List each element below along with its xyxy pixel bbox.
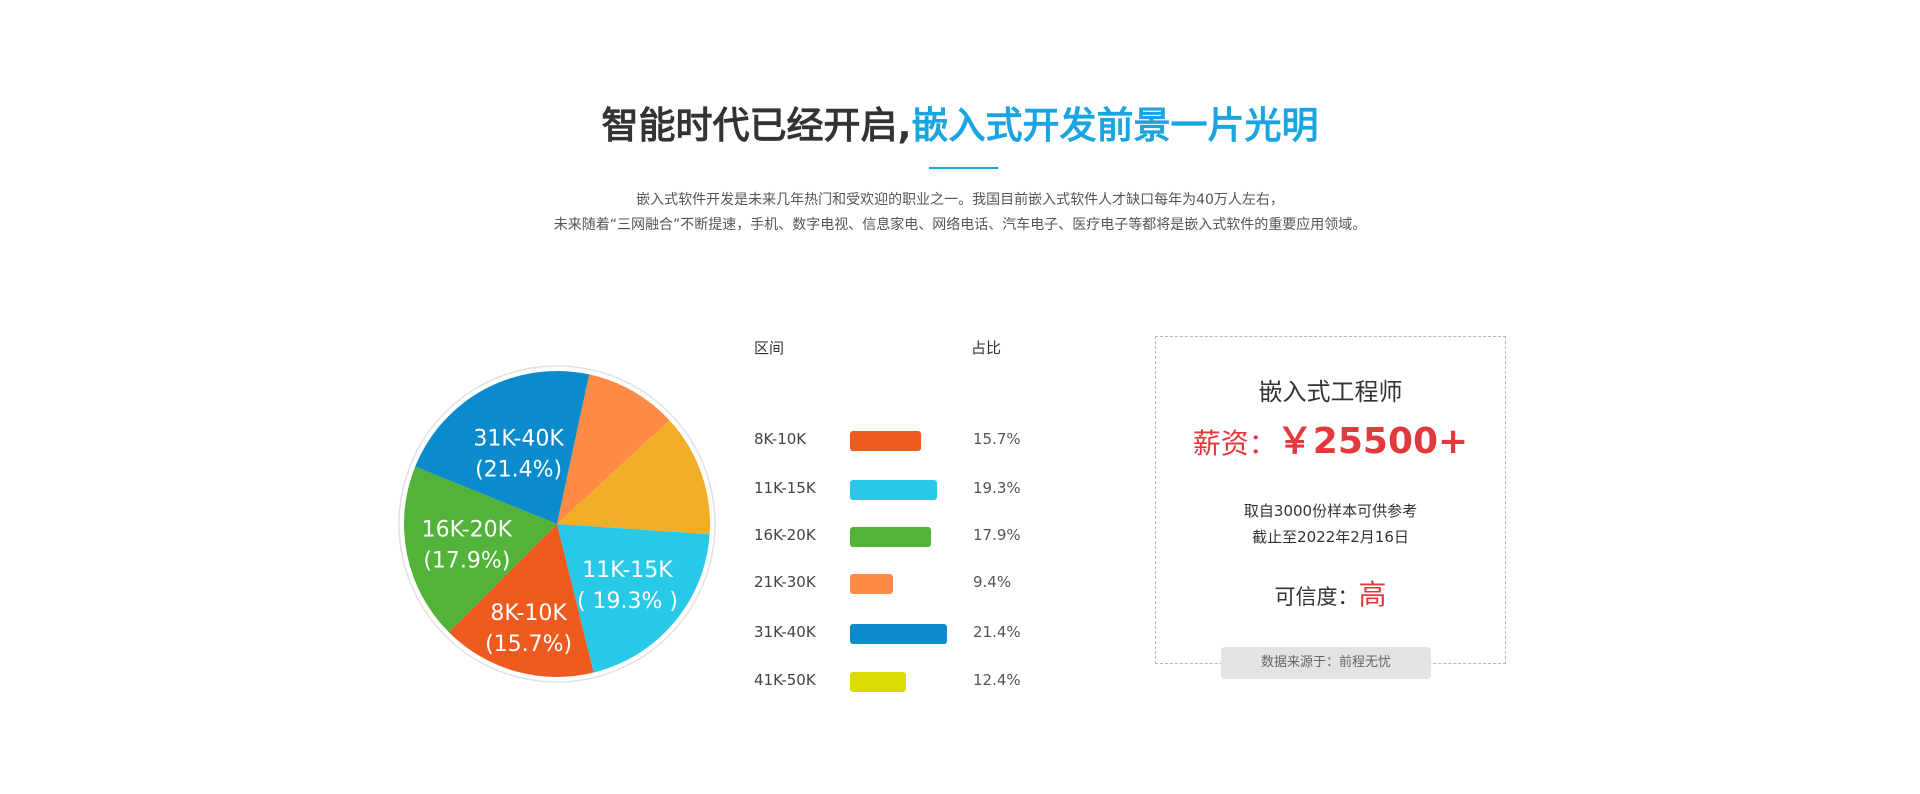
title-underline	[929, 167, 998, 169]
description-line-1: 嵌入式软件开发是未来几年热门和受欢迎的职业之一。我国目前嵌入式软件人才缺口每年为…	[636, 192, 1284, 208]
legend-color-bar	[850, 527, 931, 547]
salary-line: 薪资：￥25500+	[1155, 412, 1506, 464]
description-line-2: 未来随着“三网融合”不断提速，手机、数字电视、信息家电、网络电话、汽车电子、医疗…	[553, 217, 1367, 233]
legend-range-label: 31K-40K	[754, 623, 816, 641]
page-title: 智能时代已经开启,嵌入式开发前景一片光明	[0, 104, 1920, 148]
pie-slice-31K-40K	[415, 371, 590, 524]
legend-color-bar	[850, 431, 921, 451]
legend-range-label: 16K-20K	[754, 526, 816, 544]
salary-pie-chart: 8K-10K (15.7%) 11K-15K ( 19.3% ) 16K-20K (17.…	[398, 365, 716, 683]
pie-label-16K-20K-range: 16K-20K	[422, 517, 513, 542]
credibility-label: 可信度：	[1274, 585, 1359, 609]
pie-label-8K-10K-pct: (15.7%)	[485, 632, 572, 657]
sample-note: 取自3000份样本可供参考	[1243, 502, 1418, 520]
pie-slice-8K-10K	[448, 524, 594, 677]
legend-percentage: 21.4%	[973, 623, 1021, 641]
legend-percentage: 19.3%	[973, 479, 1021, 497]
pie-label-11K-15K-pct: ( 19.3% )	[577, 589, 678, 614]
pie-label-8K-10K-range: 8K-10K	[490, 601, 567, 626]
legend-color-bar	[850, 672, 906, 692]
legend-color-bar	[850, 480, 937, 500]
legend-range-label: 8K-10K	[754, 430, 807, 448]
card-title: 嵌入式工程师	[1258, 378, 1403, 406]
legend-color-bar	[850, 624, 947, 644]
pie-label-31K-40K-range: 31K-40K	[473, 427, 564, 452]
pie-label-16K-20K-pct: (17.9%)	[423, 548, 510, 573]
credibility-value: 高	[1358, 578, 1387, 611]
legend-range-label: 41K-50K	[754, 671, 816, 689]
pie-label-11K-15K-range: 11K-15K	[582, 558, 673, 583]
pie-label-31K-40K-pct: (21.4%)	[475, 458, 562, 483]
credibility-line: 可信度：高	[1155, 573, 1506, 613]
pie-slice-16K-20K	[404, 466, 557, 633]
pie-slice-21K-30K	[557, 374, 670, 524]
title-blue-part: 嵌入式开发前景一片光明	[911, 104, 1319, 147]
date-note: 截止至2022年2月16日	[1252, 528, 1409, 546]
legend-percentage: 9.4%	[973, 573, 1012, 591]
pie-slice-11K-15K	[557, 524, 710, 673]
column-header-range: 区间	[754, 339, 785, 357]
salary-label: 薪资：	[1192, 427, 1277, 460]
legend-percentage: 15.7%	[973, 430, 1021, 448]
legend-color-bar	[850, 574, 893, 594]
legend-percentage: 17.9%	[973, 526, 1021, 544]
data-source-badge: 数据来源于：前程无忧	[1221, 647, 1431, 679]
pie-slice-41K-50K-visible	[557, 420, 710, 535]
legend-range-label: 21K-30K	[754, 573, 816, 591]
legend-percentage: 12.4%	[973, 671, 1021, 689]
salary-value: ￥25500+	[1276, 421, 1469, 462]
title-dark-part: 智能时代已经开启,	[601, 104, 912, 147]
column-header-ratio: 占比	[971, 339, 1002, 357]
legend-range-label: 11K-15K	[754, 479, 816, 497]
